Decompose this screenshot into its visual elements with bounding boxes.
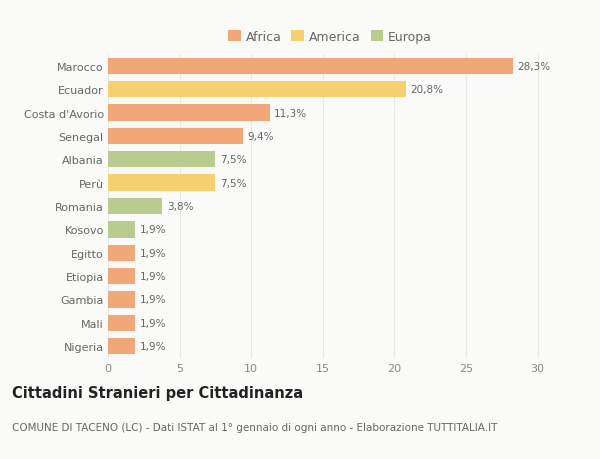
Text: 1,9%: 1,9% [140,341,166,351]
Bar [108,315,135,331]
Bar [108,198,163,215]
Text: COMUNE DI TACENO (LC) - Dati ISTAT al 1° gennaio di ogni anno - Elaborazione TUT: COMUNE DI TACENO (LC) - Dati ISTAT al 1°… [12,422,497,432]
Bar [108,269,135,285]
Bar [108,129,242,145]
Bar [108,152,215,168]
Text: 20,8%: 20,8% [410,85,443,95]
Text: 11,3%: 11,3% [274,108,307,118]
Text: 1,9%: 1,9% [140,271,166,281]
Bar [108,82,406,98]
Text: 28,3%: 28,3% [518,62,551,72]
Bar [108,105,270,122]
Text: 7,5%: 7,5% [220,178,246,188]
Bar [108,245,135,261]
Text: 9,4%: 9,4% [247,132,274,142]
Bar [108,175,215,191]
Bar [108,59,514,75]
Bar [108,291,135,308]
Bar [108,338,135,354]
Text: 1,9%: 1,9% [140,225,166,235]
Text: 3,8%: 3,8% [167,202,193,212]
Text: 1,9%: 1,9% [140,248,166,258]
Legend: Africa, America, Europa: Africa, America, Europa [226,28,434,46]
Text: 1,9%: 1,9% [140,318,166,328]
Text: 1,9%: 1,9% [140,295,166,305]
Text: Cittadini Stranieri per Cittadinanza: Cittadini Stranieri per Cittadinanza [12,386,303,401]
Text: 7,5%: 7,5% [220,155,246,165]
Bar [108,222,135,238]
